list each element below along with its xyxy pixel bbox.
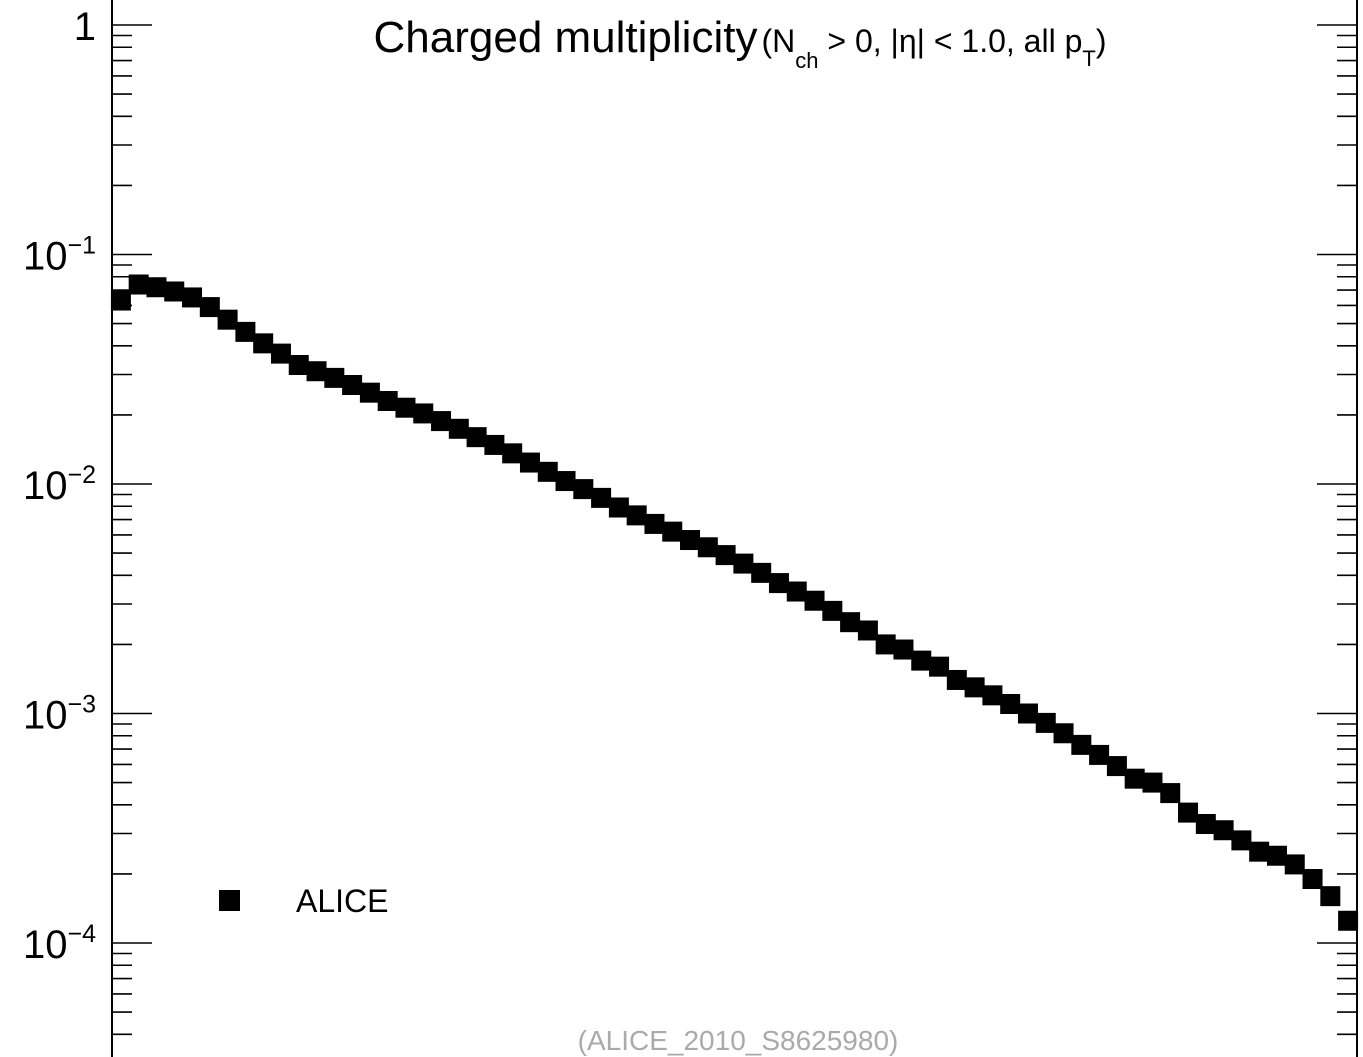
data-point bbox=[288, 355, 309, 376]
data-point bbox=[982, 685, 1003, 706]
data-point bbox=[377, 390, 398, 411]
data-point bbox=[626, 505, 647, 526]
data-point bbox=[733, 553, 754, 574]
chart-title: Charged multiplicity (Nch > 0, |η| < 1.0,… bbox=[374, 13, 1107, 73]
data-point bbox=[1195, 814, 1216, 835]
data-point bbox=[324, 367, 345, 388]
y-tick-label: 10−2 bbox=[23, 461, 96, 508]
data-point bbox=[182, 287, 203, 308]
y-tick-label: 1 bbox=[74, 5, 96, 49]
data-point bbox=[1338, 910, 1359, 931]
data-point bbox=[1266, 845, 1287, 866]
data-point bbox=[1124, 768, 1145, 789]
data-point bbox=[484, 434, 505, 455]
legend: ALICE bbox=[219, 883, 388, 919]
data-point bbox=[715, 545, 736, 566]
y-tick-label: 10−4 bbox=[23, 920, 96, 967]
data-point bbox=[146, 277, 167, 298]
data-point bbox=[1160, 783, 1181, 804]
legend-label: ALICE bbox=[296, 883, 388, 919]
data-point bbox=[1017, 703, 1038, 724]
data-point bbox=[199, 297, 220, 318]
data-point bbox=[1000, 694, 1021, 715]
data-point bbox=[1071, 734, 1092, 755]
plot-frame bbox=[111, 0, 1358, 1057]
data-point bbox=[235, 321, 256, 342]
data-point bbox=[1249, 841, 1270, 862]
data-point bbox=[466, 427, 487, 448]
data-point bbox=[751, 562, 772, 583]
data-point bbox=[110, 290, 131, 311]
data-point bbox=[680, 530, 701, 551]
data-point bbox=[448, 418, 469, 439]
data-point bbox=[804, 590, 825, 611]
data-point bbox=[1142, 772, 1163, 793]
legend-marker bbox=[219, 890, 240, 911]
data-point bbox=[786, 581, 807, 602]
data-point bbox=[1302, 869, 1323, 890]
data-point bbox=[822, 600, 843, 621]
data-point bbox=[537, 461, 558, 482]
data-point bbox=[840, 612, 861, 633]
data-point bbox=[431, 411, 452, 432]
data-point bbox=[342, 375, 363, 396]
data-point bbox=[697, 537, 718, 558]
source-label: (ALICE_2010_S8625980) bbox=[578, 1025, 899, 1056]
y-tick-labels: 1 10−1 10−2 10−3 10−4 bbox=[23, 5, 96, 967]
data-point bbox=[164, 281, 185, 302]
data-point bbox=[964, 677, 985, 698]
data-point bbox=[644, 513, 665, 534]
data-point bbox=[519, 452, 540, 473]
data-point bbox=[253, 333, 274, 354]
data-point bbox=[1320, 886, 1341, 907]
data-point bbox=[270, 343, 291, 364]
data-point bbox=[1089, 744, 1110, 765]
data-point bbox=[306, 361, 327, 382]
data-point bbox=[929, 656, 950, 677]
data-point bbox=[768, 573, 789, 594]
data-point bbox=[555, 471, 576, 492]
data-point bbox=[1035, 712, 1056, 733]
data-point bbox=[1053, 723, 1074, 744]
data-point bbox=[128, 274, 149, 295]
data-point bbox=[911, 650, 932, 671]
data-point bbox=[662, 521, 683, 542]
data-point bbox=[946, 669, 967, 690]
data-point bbox=[1284, 854, 1305, 875]
data-point bbox=[573, 479, 594, 500]
data-point bbox=[608, 497, 629, 518]
data-point bbox=[875, 634, 896, 655]
data-point bbox=[857, 620, 878, 641]
data-point bbox=[1231, 830, 1252, 851]
y-tick-label: 10−1 bbox=[23, 232, 96, 279]
data-point bbox=[1178, 802, 1199, 823]
data-point bbox=[893, 639, 914, 660]
series-alice bbox=[110, 274, 1359, 931]
data-point bbox=[359, 382, 380, 403]
data-point bbox=[413, 403, 434, 424]
data-point bbox=[502, 443, 523, 464]
y-tick-label: 10−3 bbox=[23, 691, 96, 738]
data-point bbox=[395, 397, 416, 418]
data-point bbox=[217, 309, 238, 330]
data-point bbox=[1106, 756, 1127, 777]
data-point bbox=[591, 487, 612, 508]
data-point bbox=[1213, 820, 1234, 841]
